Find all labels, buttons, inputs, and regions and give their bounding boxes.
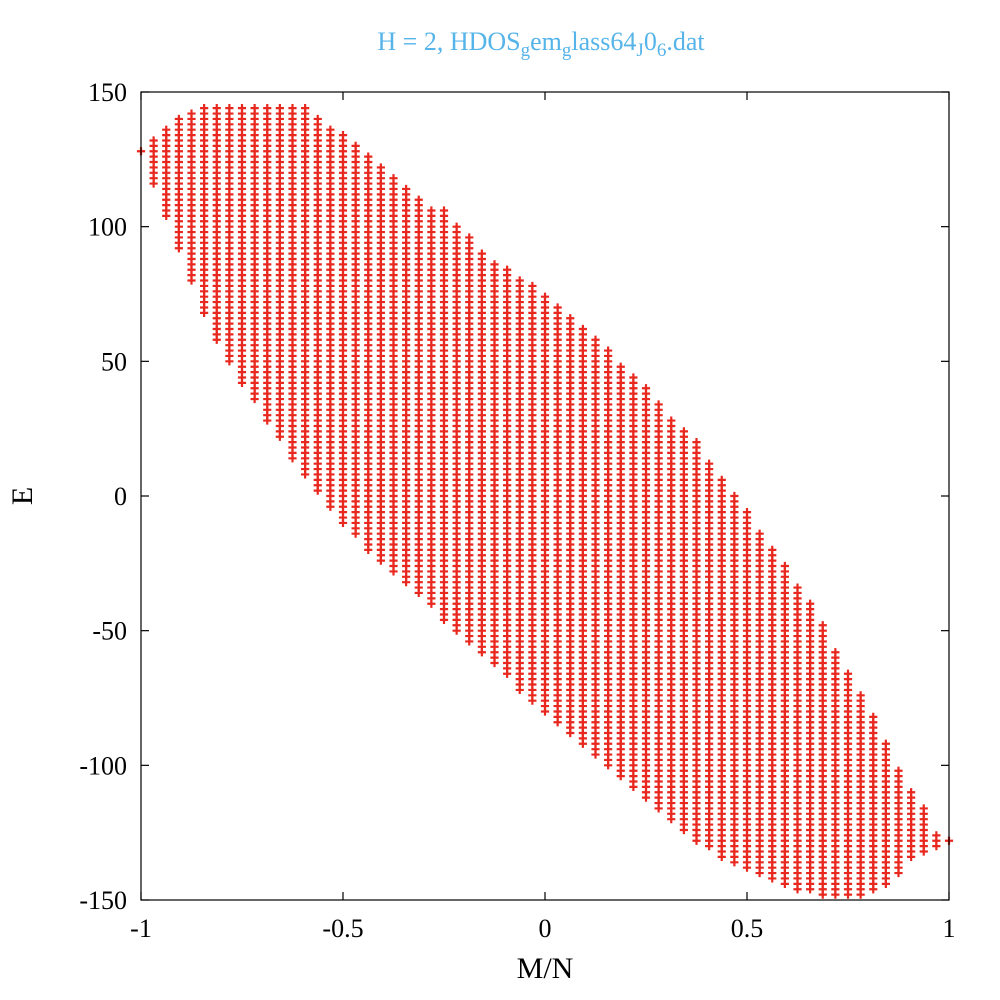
x-axis-ticks: -1 -0.5 0 0.5 1 (130, 92, 956, 943)
data-point (856, 691, 865, 700)
title-subscript: g (521, 40, 531, 61)
y-tick-label: -100 (79, 751, 127, 780)
data-point (717, 475, 726, 484)
data-point (919, 804, 928, 813)
title-segment: H = 2, HDOS (377, 27, 520, 56)
data-point (793, 583, 802, 592)
data-point (364, 152, 373, 161)
data-point (806, 599, 815, 608)
data-point (679, 427, 688, 436)
y-tick-label: 0 (114, 482, 127, 511)
data-point (301, 104, 310, 113)
data-point (503, 265, 512, 274)
chart-title: H = 2, HDOSgemglass64J06.dat (377, 27, 705, 61)
data-point (376, 163, 385, 172)
data-point (540, 292, 550, 301)
data-point (263, 104, 272, 113)
data-points (136, 104, 954, 899)
x-tick-label: 1 (943, 914, 956, 943)
data-point (566, 314, 575, 323)
x-tick-label: 0 (539, 914, 552, 943)
data-point (452, 222, 461, 231)
data-point (351, 141, 360, 150)
data-point (237, 104, 247, 113)
data-point (427, 206, 436, 215)
data-point (932, 831, 941, 840)
data-point (780, 561, 789, 571)
data-point (591, 335, 600, 344)
title-subscript: J (636, 40, 643, 61)
y-axis-label: E (6, 487, 39, 505)
data-point (490, 260, 499, 269)
data-point (755, 529, 764, 538)
data-point (843, 669, 853, 678)
data-point (730, 491, 739, 501)
data-point (275, 104, 284, 113)
data-point (465, 233, 474, 242)
data-point (515, 276, 524, 285)
data-point (149, 136, 158, 145)
data-point (831, 648, 840, 657)
data-point (326, 125, 335, 134)
data-point (869, 712, 878, 721)
data-point (604, 346, 613, 355)
data-point (907, 788, 916, 797)
data-point (439, 206, 449, 215)
data-point (616, 362, 625, 371)
title-subscript: g (562, 40, 572, 61)
data-point (881, 739, 890, 748)
y-axis-ticks: 150 100 50 0 -50 -100 -150 (79, 78, 949, 915)
y-tick-label: -150 (79, 886, 127, 915)
data-point (250, 104, 259, 113)
data-point (313, 114, 322, 124)
data-point (200, 104, 209, 113)
data-point (768, 545, 777, 554)
title-segment: lass64 (571, 27, 636, 56)
y-tick-label: -50 (92, 617, 127, 646)
data-point (742, 508, 752, 517)
data-point (818, 621, 827, 630)
data-point (174, 114, 183, 124)
data-point (338, 130, 348, 140)
data-point (692, 438, 701, 447)
data-point (641, 384, 651, 393)
data-point (578, 324, 587, 334)
data-point (414, 195, 423, 204)
data-point (225, 104, 234, 113)
y-tick-label: 100 (88, 213, 127, 242)
title-subscript: 6 (657, 40, 667, 61)
data-point (477, 249, 486, 258)
y-tick-label: 50 (101, 347, 127, 376)
data-point (553, 303, 562, 312)
x-tick-label: 0.5 (731, 914, 764, 943)
title-segment: .dat (666, 27, 705, 56)
data-point (212, 104, 221, 113)
data-point (894, 766, 903, 775)
data-point (667, 416, 676, 425)
data-point (187, 109, 196, 118)
data-point (288, 104, 297, 113)
data-point (705, 459, 714, 468)
data-point (162, 125, 171, 134)
title-segment: em (530, 27, 562, 56)
x-tick-label: -0.5 (322, 914, 363, 943)
y-tick-label: 150 (88, 78, 127, 107)
x-tick-label: -1 (130, 914, 152, 943)
x-axis-label: M/N (517, 952, 574, 985)
title-segment: 0 (644, 27, 657, 56)
data-point (629, 373, 638, 382)
data-point (389, 174, 398, 183)
data-point (654, 400, 663, 409)
data-point (402, 184, 411, 194)
data-point (528, 281, 537, 291)
